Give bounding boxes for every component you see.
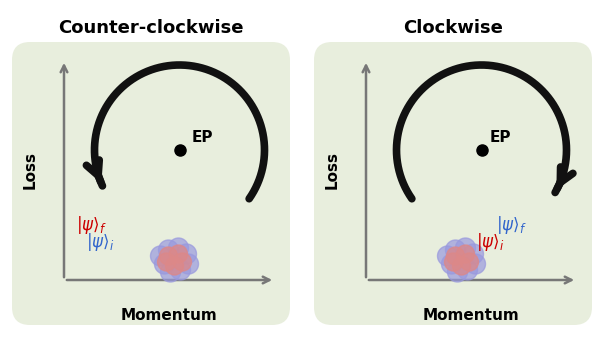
FancyBboxPatch shape: [12, 42, 290, 325]
Text: Momentum: Momentum: [423, 307, 520, 323]
Circle shape: [161, 262, 181, 282]
Circle shape: [158, 240, 179, 260]
Circle shape: [165, 257, 184, 275]
Circle shape: [437, 246, 457, 266]
Text: $|\psi\rangle_i$: $|\psi\rangle_i$: [476, 231, 504, 253]
Circle shape: [176, 244, 196, 264]
Circle shape: [446, 247, 464, 265]
Circle shape: [442, 254, 461, 274]
Circle shape: [150, 246, 170, 266]
Circle shape: [173, 253, 191, 271]
Text: $|\psi\rangle_f$: $|\psi\rangle_f$: [496, 214, 527, 236]
FancyBboxPatch shape: [314, 42, 592, 325]
Circle shape: [170, 260, 190, 280]
Circle shape: [457, 260, 478, 280]
Circle shape: [448, 262, 467, 282]
Circle shape: [460, 253, 478, 271]
Circle shape: [159, 247, 178, 265]
Circle shape: [158, 253, 176, 271]
Circle shape: [455, 238, 475, 258]
Text: EP: EP: [489, 131, 511, 146]
Circle shape: [463, 244, 483, 264]
Text: Momentum: Momentum: [121, 307, 218, 323]
Circle shape: [169, 238, 188, 258]
Text: Clockwise: Clockwise: [403, 19, 503, 37]
Circle shape: [466, 254, 486, 274]
Circle shape: [452, 257, 471, 275]
Text: Counter-clockwise: Counter-clockwise: [58, 19, 244, 37]
Circle shape: [170, 245, 187, 263]
Circle shape: [446, 240, 466, 260]
Text: Loss: Loss: [22, 151, 37, 189]
Text: $|\psi\rangle_f$: $|\psi\rangle_f$: [76, 214, 107, 236]
Text: Loss: Loss: [324, 151, 339, 189]
Circle shape: [155, 254, 175, 274]
Text: $|\psi\rangle_i$: $|\psi\rangle_i$: [86, 231, 114, 253]
Circle shape: [179, 254, 199, 274]
Text: EP: EP: [191, 131, 213, 146]
Circle shape: [457, 245, 475, 263]
Circle shape: [445, 253, 463, 271]
